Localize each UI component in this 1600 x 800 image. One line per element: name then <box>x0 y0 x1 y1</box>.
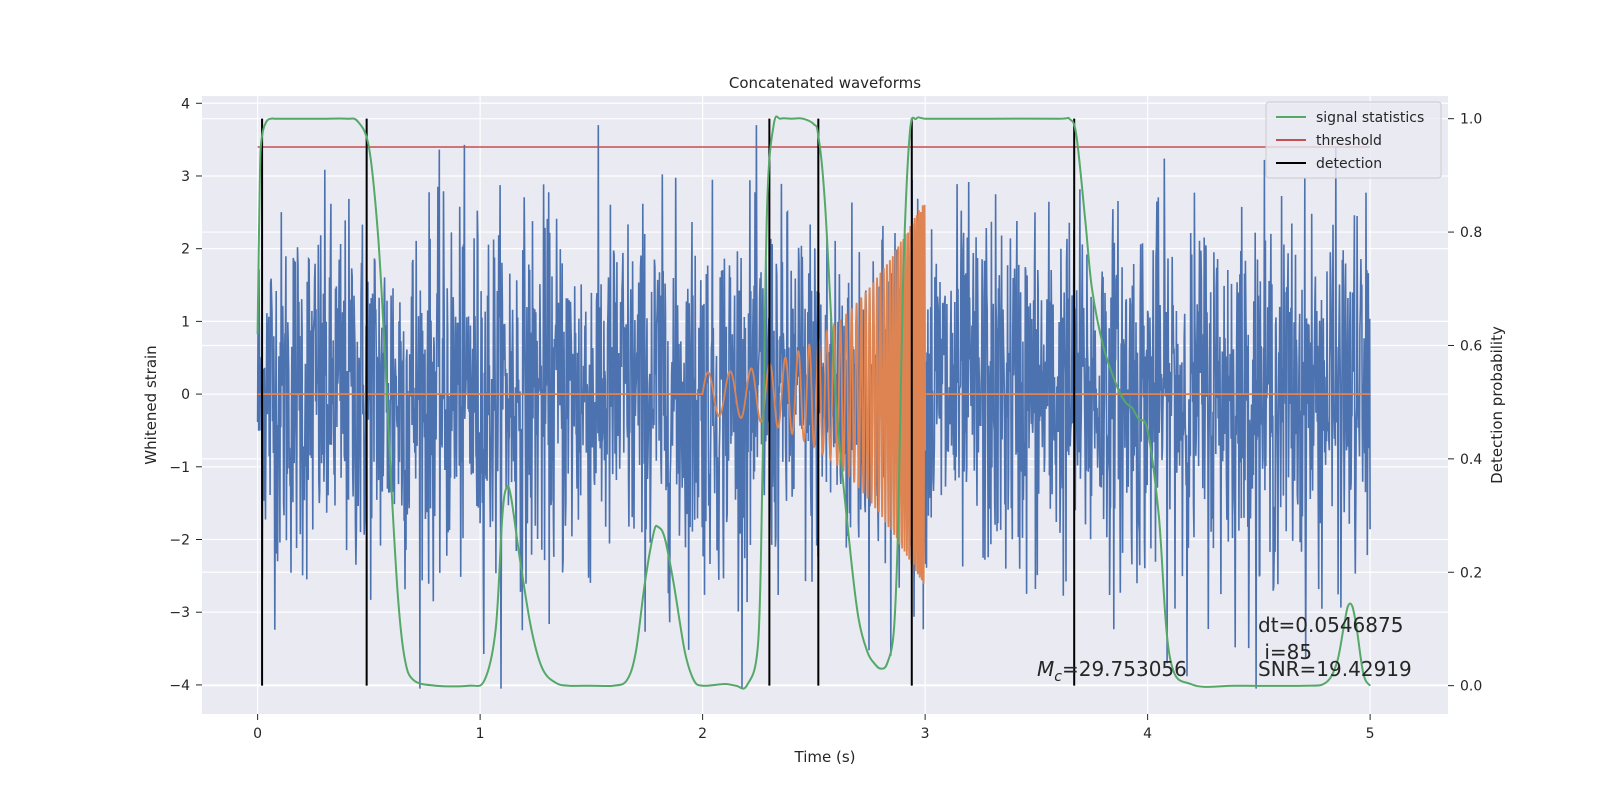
legend-label-threshold: threshold <box>1316 133 1382 149</box>
legend-box <box>1265 101 1442 179</box>
chirp-mass-annotation: Mc=29.753056 <box>1037 657 1187 685</box>
snr-annotation: SNR=19.42919 <box>1258 657 1412 681</box>
y-axis-label-left: Whitened strain <box>142 345 160 464</box>
injected-signal-series <box>257 204 1371 584</box>
x-axis-label: Time (s) <box>794 748 856 766</box>
left-tick-label-3: 1 <box>181 314 190 330</box>
left-tick-label-7: −3 <box>169 605 190 621</box>
x-axis-ticks: 0 1 2 3 4 5 <box>253 714 1375 742</box>
left-tick-label-4: 0 <box>181 387 190 403</box>
signal-statistics-series <box>256 115 1371 690</box>
right-tick-label-3: 0.4 <box>1460 452 1482 468</box>
legend-label-signal-statistics: signal statistics <box>1316 110 1424 126</box>
right-tick-label-2: 0.6 <box>1460 338 1482 354</box>
left-axis-ticks: 4 3 2 1 0 −1 −2 −3 −4 <box>169 96 202 694</box>
left-tick-label-0: 4 <box>181 96 190 112</box>
legend: signal statistics threshold detection <box>1265 101 1442 179</box>
right-tick-label-5: 0.0 <box>1460 679 1482 695</box>
right-tick-label-4: 0.2 <box>1460 565 1482 581</box>
index-annotation: i=85 <box>1258 640 1312 664</box>
dt-annotation: dt=0.0546875 <box>1258 613 1403 637</box>
x-tick-label-0: 0 <box>253 726 262 742</box>
chirp-mass-symbol: M <box>1037 657 1054 681</box>
plot-layers <box>256 115 1371 690</box>
right-tick-label-0: 1.0 <box>1460 112 1482 128</box>
left-tick-label-8: −4 <box>169 678 190 694</box>
chart-title: Concatenated waveforms <box>729 74 921 92</box>
x-tick-label-4: 4 <box>1143 726 1152 742</box>
legend-label-detection: detection <box>1316 156 1382 172</box>
left-tick-label-2: 2 <box>181 242 190 258</box>
x-tick-label-5: 5 <box>1366 726 1375 742</box>
chirp-mass-value: =29.753056 <box>1062 657 1187 681</box>
x-tick-label-2: 2 <box>698 726 707 742</box>
y-axis-label-right: Detection probability <box>1488 326 1506 484</box>
grid-lines <box>202 96 1448 714</box>
left-tick-label-6: −2 <box>169 533 190 549</box>
x-tick-label-1: 1 <box>476 726 485 742</box>
left-tick-label-5: −1 <box>169 460 190 476</box>
chirp-mass-subscript: c <box>1054 669 1062 685</box>
right-axis-ticks: 1.0 0.8 0.6 0.4 0.2 0.0 <box>1448 112 1482 695</box>
right-tick-label-1: 0.8 <box>1460 225 1482 241</box>
left-tick-label-1: 3 <box>181 169 190 185</box>
x-tick-label-3: 3 <box>921 726 930 742</box>
